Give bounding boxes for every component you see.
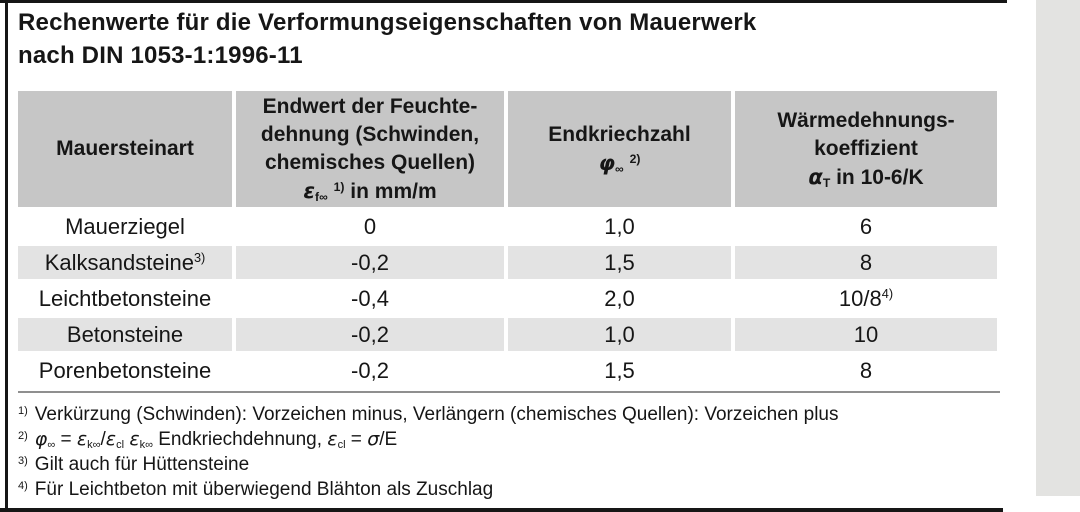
footnote-4: 4) Für Leichtbeton mit überwiegend Blähto…	[18, 477, 1000, 502]
cell-endkriechzahl: 1,5	[508, 246, 731, 279]
cell-endkriechzahl: 1,5	[508, 354, 731, 387]
page-title-line-1: Rechenwerte für die Verformungseigenscha…	[18, 9, 757, 36]
cell-endkriechzahl: 2,0	[508, 282, 731, 315]
footnote-1: 1) Verkürzung (Schwinden): Vorzeichen min…	[18, 402, 1000, 427]
cell-feuchtedehnung: -0,2	[236, 318, 504, 351]
column-header-label: Wärmedehnungs-	[777, 108, 955, 132]
column-header-formula: αT in 10-6/K	[808, 164, 924, 191]
footnote-text: Verkürzung (Schwinden): Vorzeichen minus…	[34, 404, 839, 425]
footnote-2: 2) φ∞ = εk∞/εcl εk∞ Endkriechdehnung, εcl…	[18, 427, 1000, 452]
column-header-formula: εf∞ 1) in mm/m	[303, 178, 437, 205]
footnote-text: Gilt auch für Hüttensteine	[34, 454, 250, 475]
column-header-label: Endkriechzahl	[548, 122, 691, 146]
page-edge-strip	[1036, 0, 1080, 496]
column-header-waermedehnung: Wärmedehnungs- koeffizient αT in 10-6/K	[735, 91, 997, 207]
column-header-label: dehnung (Schwinden,	[260, 122, 480, 146]
cell-waermedehnung: 10/84)	[735, 282, 997, 315]
cell-material: Mauerziegel	[18, 210, 232, 243]
footnote-text: φ∞ = εk∞/εcl εk∞ Endkriechdehnung, εcl =…	[34, 428, 398, 452]
cell-endkriechzahl: 1,0	[508, 318, 731, 351]
cell-waermedehnung: 8	[735, 246, 997, 279]
footnote-text: Für Leichtbeton mit überwiegend Blähton …	[34, 479, 494, 500]
footnote-marker: 4)	[18, 479, 28, 492]
table-row: Porenbetonsteine -0,2 1,5 8	[18, 354, 997, 387]
table-row: Mauerziegel 0 1,0 6	[18, 210, 997, 243]
footnotes: 1) Verkürzung (Schwinden): Vorzeichen min…	[18, 402, 1000, 502]
footnote-marker: 2)	[18, 429, 28, 442]
cell-endkriechzahl: 1,0	[508, 210, 731, 243]
cell-feuchtedehnung: 0	[236, 210, 504, 243]
table-header: Mauersteinart Endwert der Feuchte- dehnu…	[18, 91, 997, 207]
page-title: Rechenwerte für die Verformungseigenscha…	[18, 6, 1000, 72]
table-row: Leichtbetonsteine -0,4 2,0 10/84)	[18, 282, 997, 315]
cell-material: Porenbetonsteine	[18, 354, 232, 387]
cell-material: Leichtbetonsteine	[18, 282, 232, 315]
column-header-label: Endwert der Feuchte-	[262, 94, 478, 118]
cell-waermedehnung: 6	[735, 210, 997, 243]
column-header-formula: φ∞ 2)	[598, 150, 641, 177]
column-header-feuchtedehnung: Endwert der Feuchte- dehnung (Schwinden,…	[236, 91, 504, 207]
cell-feuchtedehnung: -0,2	[236, 354, 504, 387]
page-border-bottom	[0, 508, 1003, 512]
page-content: Rechenwerte für die Verformungseigenscha…	[18, 6, 1000, 502]
footnote-3: 3) Gilt auch für Hüttensteine	[18, 452, 1000, 477]
column-header-label: chemisches Quellen)	[264, 150, 476, 174]
cell-feuchtedehnung: -0,4	[236, 282, 504, 315]
table-body: Mauerziegel 0 1,0 6 Kalksandsteine3) -0,…	[18, 210, 997, 387]
column-header-mauersteinart: Mauersteinart	[18, 91, 232, 207]
cell-waermedehnung: 8	[735, 354, 997, 387]
table-row: Kalksandsteine3) -0,2 1,5 8	[18, 246, 997, 279]
column-header-label: koeffizient	[814, 136, 918, 160]
page-border-top	[0, 0, 1007, 3]
cell-material: Betonsteine	[18, 318, 232, 351]
column-header-endkriechzahl: Endkriechzahl φ∞ 2)	[508, 91, 731, 207]
footnote-marker: 3)	[18, 454, 28, 467]
page-title-line-2: nach DIN 1053-1:1996-11	[18, 42, 303, 69]
cell-feuchtedehnung: -0,2	[236, 246, 504, 279]
deformation-values-table: Mauersteinart Endwert der Feuchte- dehnu…	[14, 88, 1001, 390]
cell-waermedehnung: 10	[735, 318, 997, 351]
table-row: Betonsteine -0,2 1,0 10	[18, 318, 997, 351]
table-header-row: Mauersteinart Endwert der Feuchte- dehnu…	[18, 91, 997, 207]
page-border-left	[5, 0, 8, 512]
column-header-label: Mauersteinart	[56, 137, 194, 160]
cell-material: Kalksandsteine3)	[18, 246, 232, 279]
table-bottom-rule	[18, 391, 1000, 393]
footnote-marker: 1)	[18, 404, 28, 417]
